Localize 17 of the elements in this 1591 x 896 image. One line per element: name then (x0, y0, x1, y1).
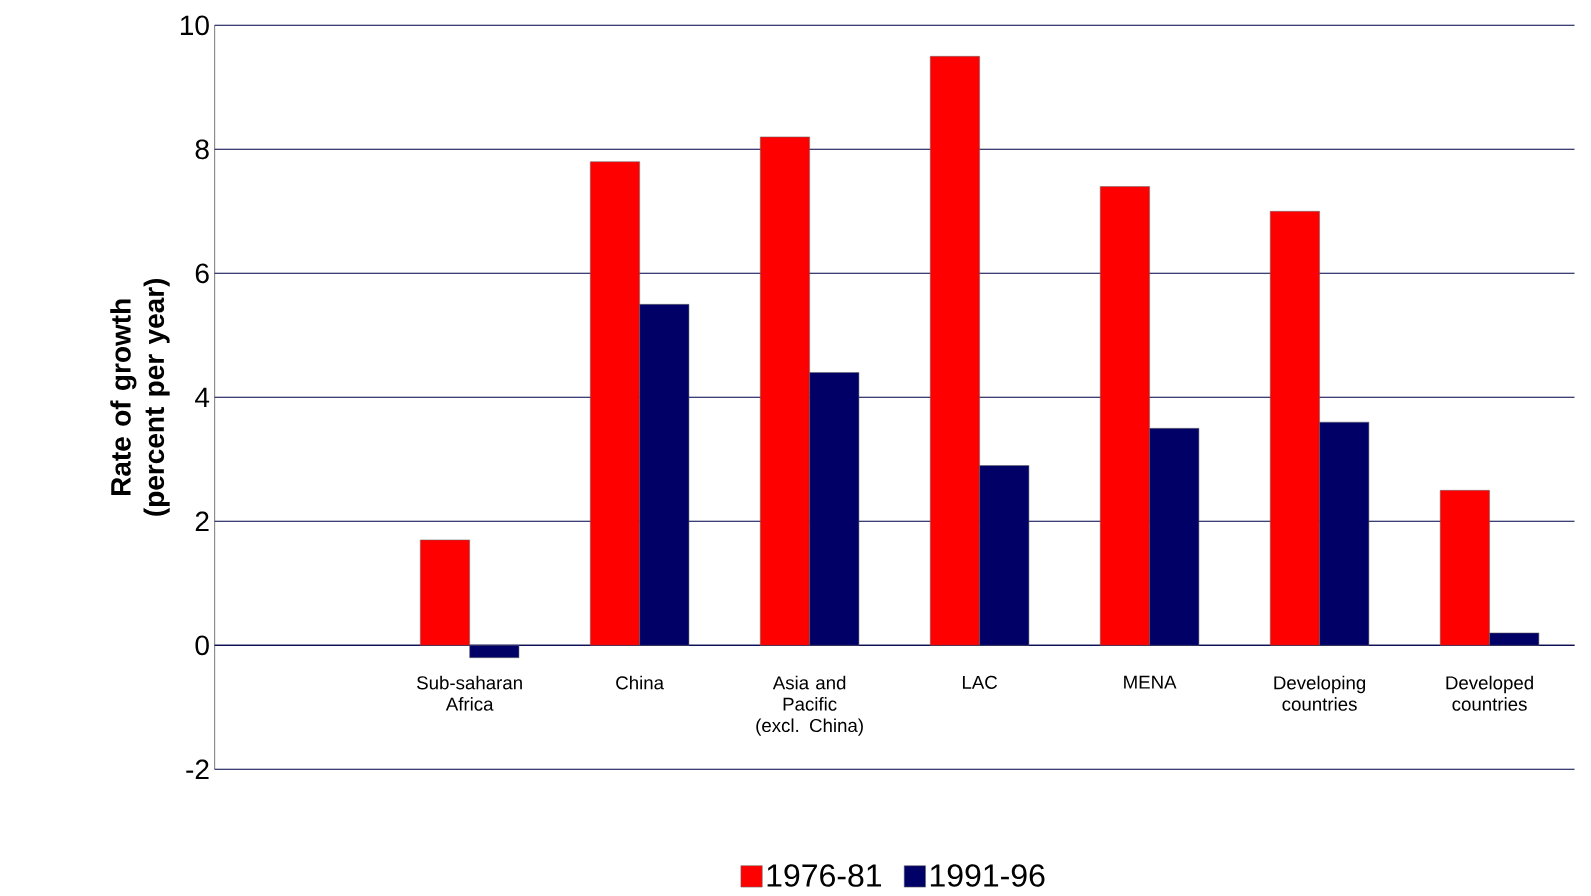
y-tick-label: -2 (186, 759, 209, 780)
y-tick-label: 8 (195, 139, 209, 160)
x-tick-label: Developing countries (1274, 675, 1366, 711)
y-axis-title: Rate of growth (percent per year) (110, 278, 170, 516)
legend-label: 1976-81 (767, 864, 882, 887)
y-tick-label: 6 (195, 263, 209, 284)
y-tick-label: 10 (180, 15, 209, 36)
legend-label: 1991-96 (930, 864, 1045, 887)
x-tick-label: Sub-saharan Africa (417, 675, 522, 711)
y-tick-label: 4 (195, 387, 210, 407)
y-tick-label: 2 (195, 511, 209, 532)
x-tick-label: LAC (962, 675, 998, 689)
x-tick-label: Developed countries (1446, 675, 1533, 711)
x-tick-label: Asia and Pacific (excl. China) (756, 675, 863, 736)
x-tick-label: MENA (1124, 675, 1177, 689)
y-tick-label: 0 (195, 635, 209, 656)
x-tick-label: China (616, 675, 665, 690)
